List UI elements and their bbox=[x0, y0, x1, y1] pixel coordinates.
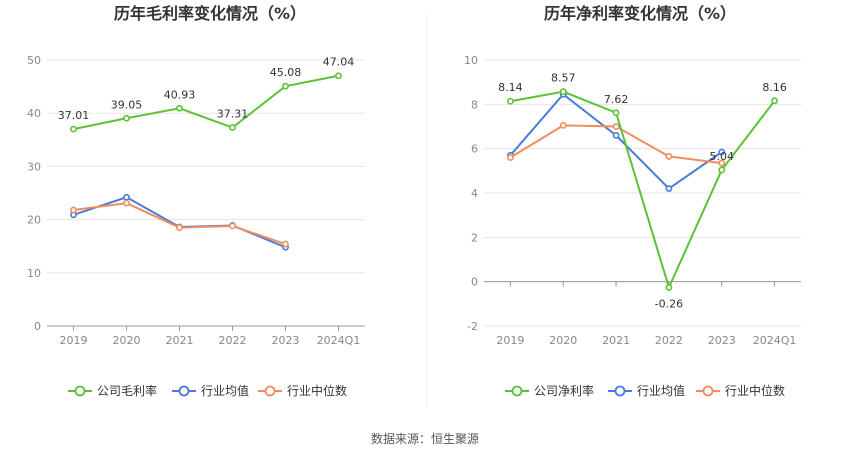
x-tick-label-0-4: 2023 bbox=[272, 334, 300, 347]
data-label-1-0: 8.14 bbox=[498, 81, 523, 94]
legend-swatch-marker-0-1 bbox=[178, 385, 190, 397]
legend-swatch-marker-0-2 bbox=[264, 385, 276, 397]
data-point-0-2-0 bbox=[70, 206, 77, 214]
data-point-0-2-1 bbox=[123, 199, 130, 207]
data-point-1-0-1 bbox=[559, 88, 567, 96]
data-label-1-5: 8.16 bbox=[762, 81, 787, 94]
y-tick-label-1-6: 6 bbox=[471, 143, 478, 156]
series-line-0-2 bbox=[73, 202, 286, 246]
y-tick-label-1-8: 8 bbox=[471, 98, 478, 111]
source-note: 数据来源：恒生聚源 bbox=[371, 431, 479, 446]
data-label-1-2: 7.62 bbox=[604, 93, 629, 106]
chart-title-1: 历年净利率变化情况（%） bbox=[544, 4, 736, 23]
legend-swatch-marker-1-0 bbox=[511, 385, 523, 397]
data-label-0-4: 45.08 bbox=[270, 66, 302, 79]
data-point-1-0-3 bbox=[665, 284, 673, 291]
chart-title-0: 历年毛利率变化情况（%） bbox=[114, 4, 306, 23]
x-tick-label-0-2: 2021 bbox=[166, 334, 194, 347]
y-tick-label-0-0: 0 bbox=[34, 320, 41, 333]
data-label-0-5: 47.04 bbox=[323, 56, 355, 69]
data-label-0-0: 37.01 bbox=[58, 109, 90, 122]
legend-label-0-1: 行业均值 bbox=[201, 383, 249, 398]
x-tick-label-1-4: 2023 bbox=[708, 334, 736, 347]
data-point-1-2-0 bbox=[507, 154, 514, 161]
legend-label-0-0: 公司毛利率 bbox=[97, 383, 157, 398]
legend-label-1-1: 行业均值 bbox=[637, 383, 685, 398]
data-label-1-4: 5.04 bbox=[710, 150, 735, 163]
y-tick-label-1-0: 0 bbox=[471, 276, 478, 289]
x-tick-label-1-0: 2019 bbox=[496, 334, 524, 347]
data-label-0-1: 39.05 bbox=[111, 98, 143, 111]
legend-swatch-marker-1-2 bbox=[702, 385, 714, 397]
data-point-1-2-2 bbox=[612, 123, 620, 130]
y-tick-label-1-10: 10 bbox=[464, 54, 478, 67]
series-line-1-0 bbox=[510, 90, 776, 291]
y-tick-label-0-10: 10 bbox=[27, 267, 41, 280]
y-tick-label-0-30: 30 bbox=[27, 160, 41, 173]
series-line-1-2 bbox=[509, 124, 722, 165]
series-line-0-1 bbox=[73, 196, 286, 249]
x-tick-label-1-3: 2022 bbox=[655, 334, 683, 347]
legend-swatch-marker-0-0 bbox=[74, 385, 86, 397]
data-point-1-0-4 bbox=[718, 166, 726, 174]
data-point-0-0-2 bbox=[176, 104, 183, 112]
x-tick-label-1-5: 2024Q1 bbox=[753, 334, 797, 347]
y-tick-label-0-20: 20 bbox=[27, 214, 41, 227]
data-point-0-2-2 bbox=[176, 224, 183, 231]
y-tick-label-0-40: 40 bbox=[27, 107, 41, 120]
data-point-0-0-5 bbox=[335, 72, 342, 80]
data-label-1-1: 8.57 bbox=[551, 72, 576, 85]
x-tick-label-1-2: 2021 bbox=[602, 334, 630, 347]
data-label-0-3: 37.31 bbox=[217, 108, 249, 121]
x-tick-label-0-5: 2024Q1 bbox=[317, 334, 361, 347]
series-line-1-1 bbox=[509, 92, 723, 190]
data-point-1-1-3 bbox=[665, 185, 673, 192]
data-point-0-0-0 bbox=[70, 125, 77, 133]
data-point-1-0-0 bbox=[507, 97, 514, 105]
data-point-0-1-1 bbox=[123, 193, 130, 201]
x-tick-label-0-0: 2019 bbox=[60, 334, 88, 347]
data-point-1-2-3 bbox=[665, 153, 673, 160]
legend-swatch-marker-1-1 bbox=[614, 385, 626, 397]
legend-label-1-2: 行业中位数 bbox=[725, 383, 785, 398]
data-point-0-0-3 bbox=[229, 124, 236, 131]
legend-label-1-0: 公司净利率 bbox=[534, 383, 594, 398]
data-point-1-0-2 bbox=[612, 109, 620, 117]
data-point-1-1-2 bbox=[612, 131, 620, 139]
data-point-1-1-4 bbox=[718, 148, 726, 156]
legend-label-0-2: 行业中位数 bbox=[287, 383, 347, 398]
data-point-0-0-4 bbox=[282, 82, 289, 90]
data-label-1-3: -0.26 bbox=[655, 297, 683, 310]
x-tick-label-1-1: 2020 bbox=[549, 334, 577, 347]
data-point-1-2-4 bbox=[718, 159, 726, 167]
y-tick-label-1--2: -2 bbox=[467, 320, 478, 333]
data-point-1-2-1 bbox=[559, 121, 567, 129]
data-point-0-2-4 bbox=[282, 240, 289, 248]
data-label-0-2: 40.93 bbox=[164, 88, 196, 101]
data-point-0-0-1 bbox=[123, 114, 130, 122]
y-tick-label-1-4: 4 bbox=[471, 187, 478, 200]
series-line-0-0 bbox=[73, 74, 339, 131]
data-point-0-2-3 bbox=[229, 222, 236, 230]
y-tick-label-0-50: 50 bbox=[27, 54, 41, 67]
x-tick-label-0-1: 2020 bbox=[113, 334, 141, 347]
data-point-1-0-5 bbox=[771, 97, 778, 105]
x-tick-label-0-3: 2022 bbox=[219, 334, 247, 347]
y-tick-label-1-2: 2 bbox=[471, 231, 478, 244]
